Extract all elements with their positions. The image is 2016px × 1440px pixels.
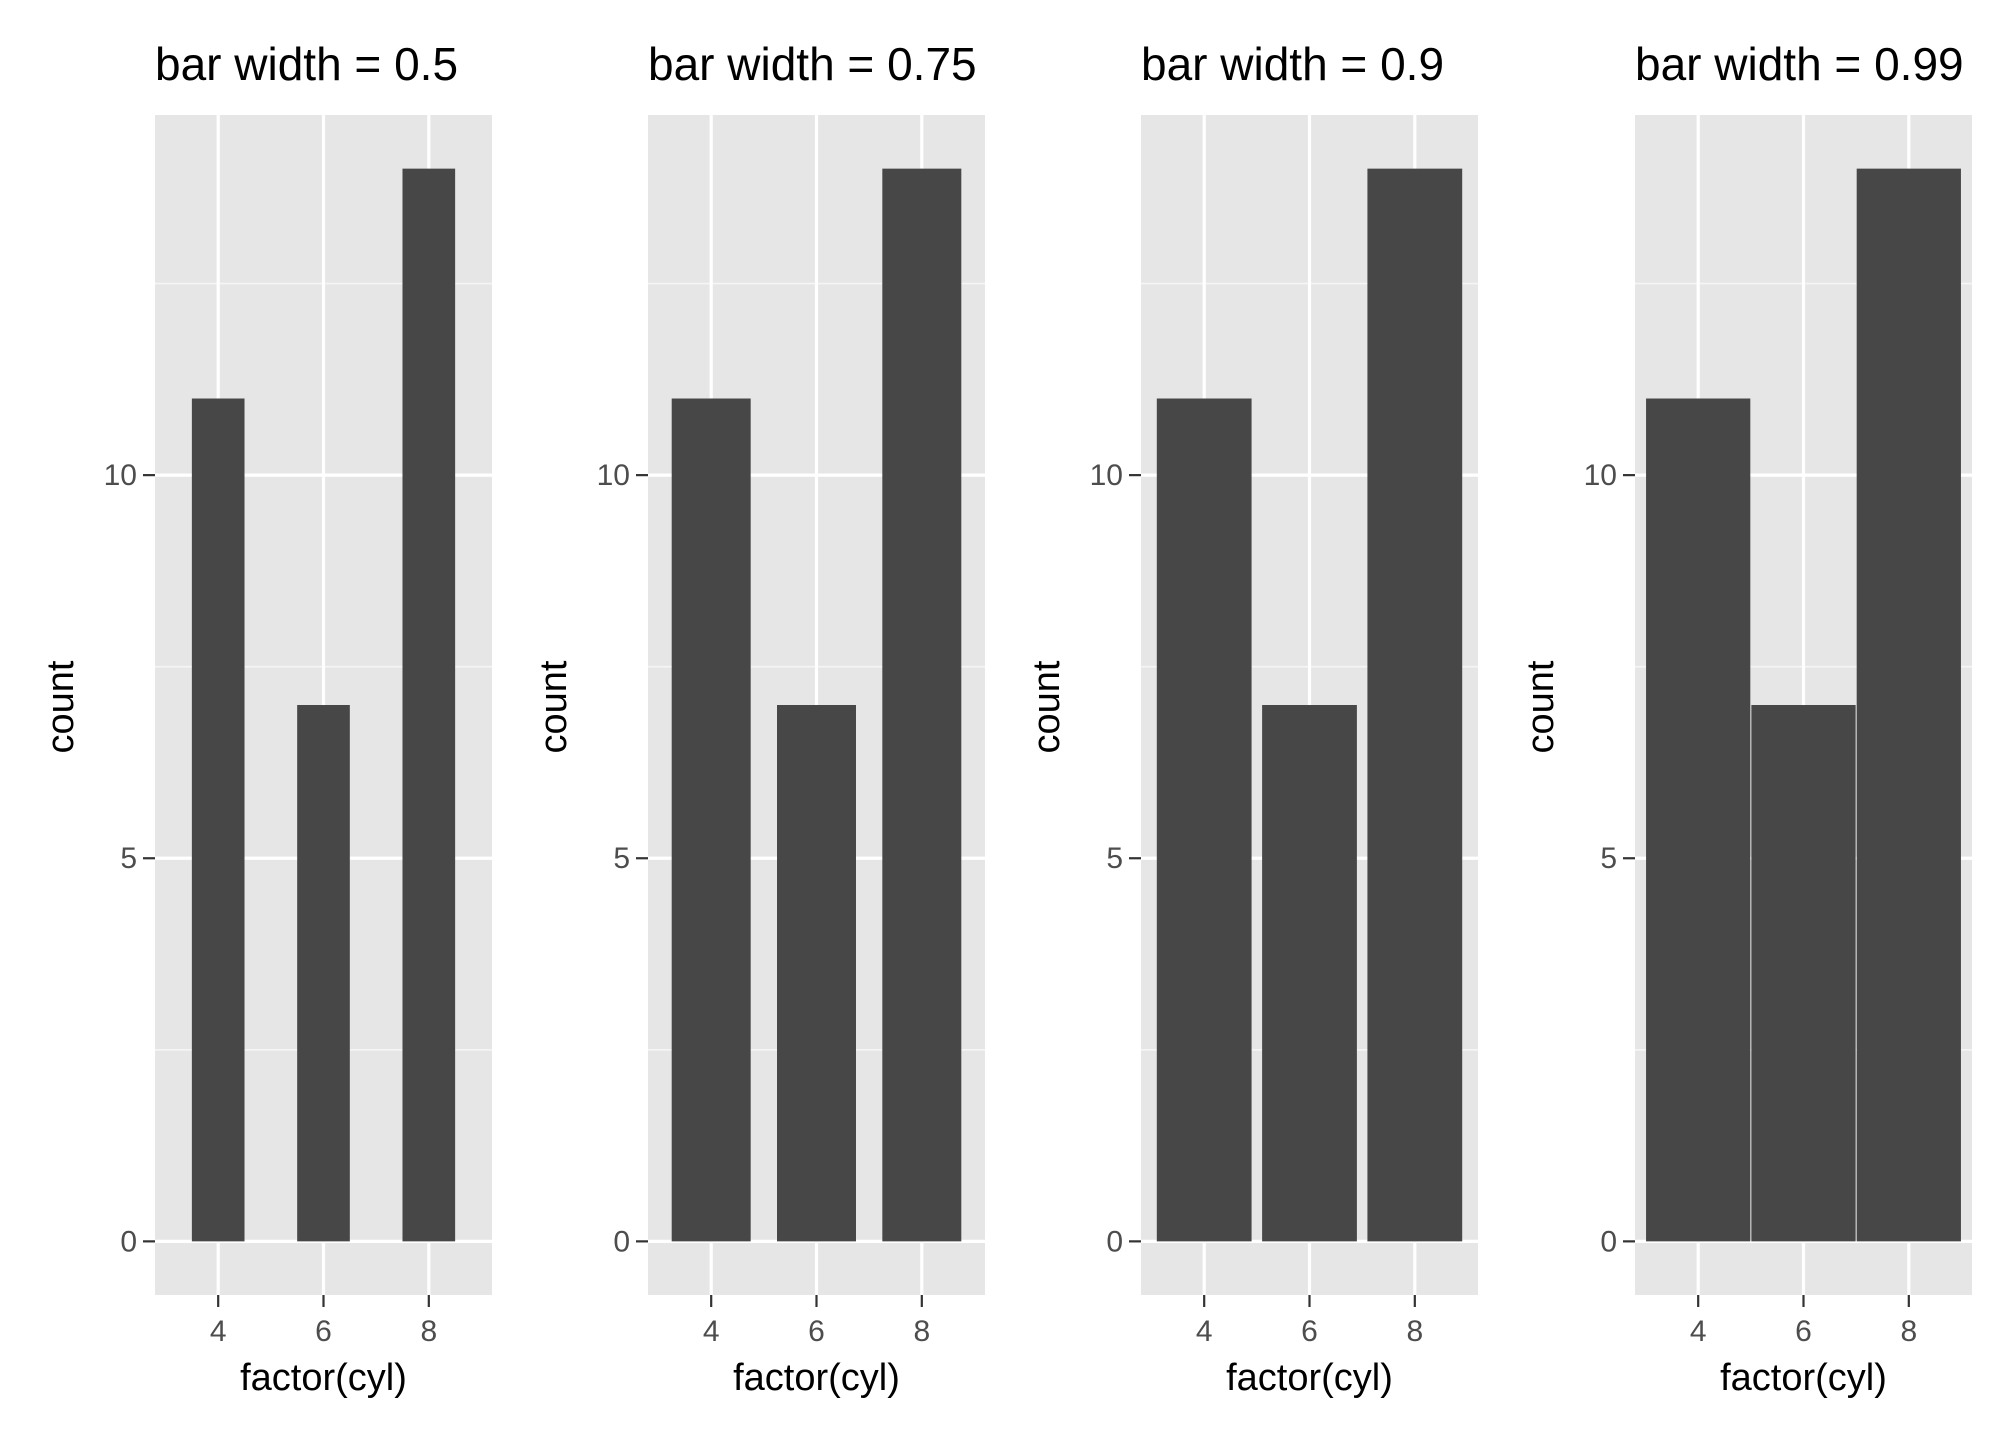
bar-8 [402, 168, 456, 1242]
bar-4 [1156, 398, 1252, 1242]
x-tick-label: 6 [1301, 1315, 1318, 1348]
y-tick-label: 5 [120, 842, 137, 875]
y-tick-label: 0 [120, 1225, 137, 1258]
x-tick-label: 4 [1690, 1315, 1707, 1348]
x-tick-label: 8 [1406, 1315, 1423, 1348]
x-tick-label: 4 [1196, 1315, 1213, 1348]
y-tick-label: 10 [104, 459, 137, 492]
panel-4: 0 5 10 4 6 8 factor(cyl) count bar width = 0.99 [1520, 38, 1972, 1399]
bar-4 [191, 398, 245, 1242]
x-tick-label: 8 [913, 1315, 930, 1348]
bar-6 [1262, 705, 1357, 1242]
x-tick-label: 6 [315, 1315, 332, 1348]
bar-6 [297, 705, 350, 1242]
x-axis-title: factor(cyl) [1226, 1357, 1393, 1399]
y-tick-label: 5 [1106, 842, 1123, 875]
bar-4 [671, 398, 751, 1242]
x-tick-label: 4 [703, 1315, 720, 1348]
x-axis-title: factor(cyl) [733, 1357, 900, 1399]
y-axis-title: count [1520, 660, 1562, 753]
panel-title: bar width = 0.99 [1635, 38, 1964, 90]
x-axis-title: factor(cyl) [1720, 1357, 1887, 1399]
y-tick-label: 10 [1584, 459, 1617, 492]
x-tick-label: 8 [1900, 1315, 1917, 1348]
panel-title: bar width = 0.5 [155, 38, 458, 90]
y-tick-label: 0 [1106, 1225, 1123, 1258]
y-tick-label: 10 [1090, 459, 1123, 492]
bar-6 [1751, 705, 1856, 1242]
y-tick-label: 5 [1600, 842, 1617, 875]
x-tick-label: 6 [1795, 1315, 1812, 1348]
y-tick-label: 5 [613, 842, 630, 875]
bar-8 [1367, 168, 1463, 1242]
panel-2: 0 5 10 4 6 8 factor(cyl) count bar width = 0.75 [533, 38, 985, 1399]
panel-3: 0 5 10 4 6 8 factor(cyl) count bar width = 0.9 [1026, 38, 1478, 1399]
bar-4 [1646, 398, 1751, 1242]
bar-6 [777, 705, 856, 1242]
panel-title: bar width = 0.75 [648, 38, 977, 90]
bar-8 [1856, 168, 1961, 1242]
x-tick-label: 4 [210, 1315, 227, 1348]
y-tick-label: 0 [613, 1225, 630, 1258]
y-axis-title: count [533, 660, 575, 753]
x-tick-label: 8 [420, 1315, 437, 1348]
x-tick-label: 6 [808, 1315, 825, 1348]
y-axis-title: count [40, 660, 82, 753]
panels: 0 5 10 4 6 8 factor(cyl) count bar width = 0.5 0 5… [40, 38, 1972, 1399]
y-axis-title: count [1026, 660, 1068, 753]
panel-1: 0 5 10 4 6 8 factor(cyl) count bar width = 0.5 [40, 38, 492, 1399]
bar-8 [882, 168, 962, 1242]
y-tick-label: 0 [1600, 1225, 1617, 1258]
y-tick-label: 10 [597, 459, 630, 492]
x-axis-title: factor(cyl) [240, 1357, 407, 1399]
panel-title: bar width = 0.9 [1141, 38, 1444, 90]
